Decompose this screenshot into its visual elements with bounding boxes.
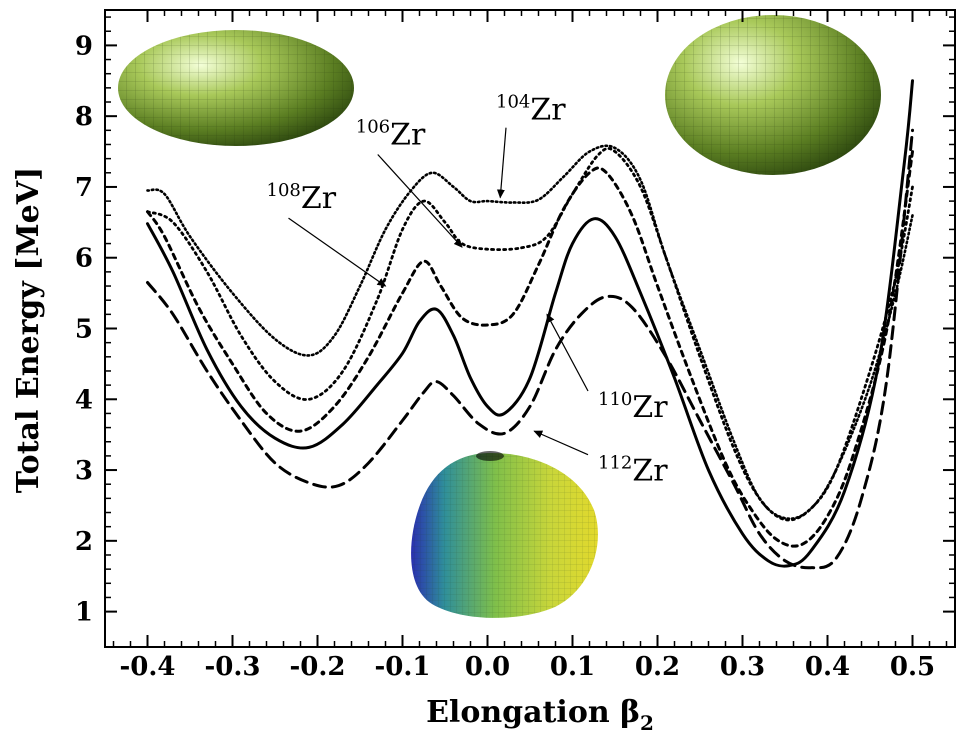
- y-tick-label: 7: [75, 173, 93, 203]
- y-tick-label: 1: [75, 598, 93, 628]
- y-tick-label: 3: [75, 456, 93, 486]
- isotope-label-106zr: 106Zr: [356, 116, 426, 152]
- y-tick-label: 2: [75, 527, 93, 557]
- x-tick-label: -0.3: [204, 652, 260, 682]
- curve-112zr: [146, 128, 914, 570]
- annotation-arrow: [546, 313, 589, 392]
- energy-curves: [146, 79, 914, 570]
- curve-106zr: [146, 147, 914, 522]
- annotation-arrow: [533, 430, 589, 456]
- y-tick-label: 5: [75, 315, 93, 345]
- prolate-shape-inset: [665, 15, 881, 175]
- x-axis-title: Elongation β2: [426, 695, 654, 731]
- y-axis-title: Total Energy [MeV]: [11, 167, 46, 493]
- annotation-arrow: [288, 217, 387, 287]
- y-tick-label: 4: [75, 385, 93, 415]
- curve-110zr: [146, 79, 914, 568]
- y-axis-ticks: 1 2 3 4 5 6 7 8 9: [75, 16, 955, 628]
- y-tick-label: 6: [75, 244, 93, 274]
- x-tick-label: 0.5: [890, 652, 935, 682]
- isotope-annotations: 104Zr 106Zr 108Zr 110Zr 112Zr: [267, 92, 669, 489]
- isotope-label-104zr: 104Zr: [496, 92, 566, 128]
- curve-108zr: [146, 150, 914, 548]
- x-tick-label: -0.4: [119, 652, 175, 682]
- annotation-arrow: [496, 127, 507, 199]
- x-tick-label: 0.1: [550, 652, 595, 682]
- x-tick-label: -0.2: [289, 652, 345, 682]
- tetrahedral-shape-inset: [411, 451, 598, 618]
- x-tick-label: 0.0: [465, 652, 510, 682]
- y-tick-label: 9: [75, 31, 93, 61]
- y-tick-label: 8: [75, 102, 93, 132]
- x-tick-label: -0.1: [374, 652, 430, 682]
- x-axis-ticks: -0.4 -0.3 -0.2 -0.1 0.0 0.1 0.2 0.3 0.4 0.5: [112, 10, 948, 682]
- curve-104zr: [146, 144, 914, 520]
- oblate-shape-inset: [118, 30, 354, 146]
- x-tick-label: 0.4: [805, 652, 850, 682]
- x-tick-label: 0.3: [720, 652, 765, 682]
- annotation-arrow: [377, 154, 463, 248]
- isotope-label-108zr: 108Zr: [267, 180, 337, 216]
- x-tick-label: 0.2: [635, 652, 680, 682]
- isotope-label-110zr: 110Zr: [598, 389, 668, 425]
- isotope-label-112zr: 112Zr: [598, 453, 668, 489]
